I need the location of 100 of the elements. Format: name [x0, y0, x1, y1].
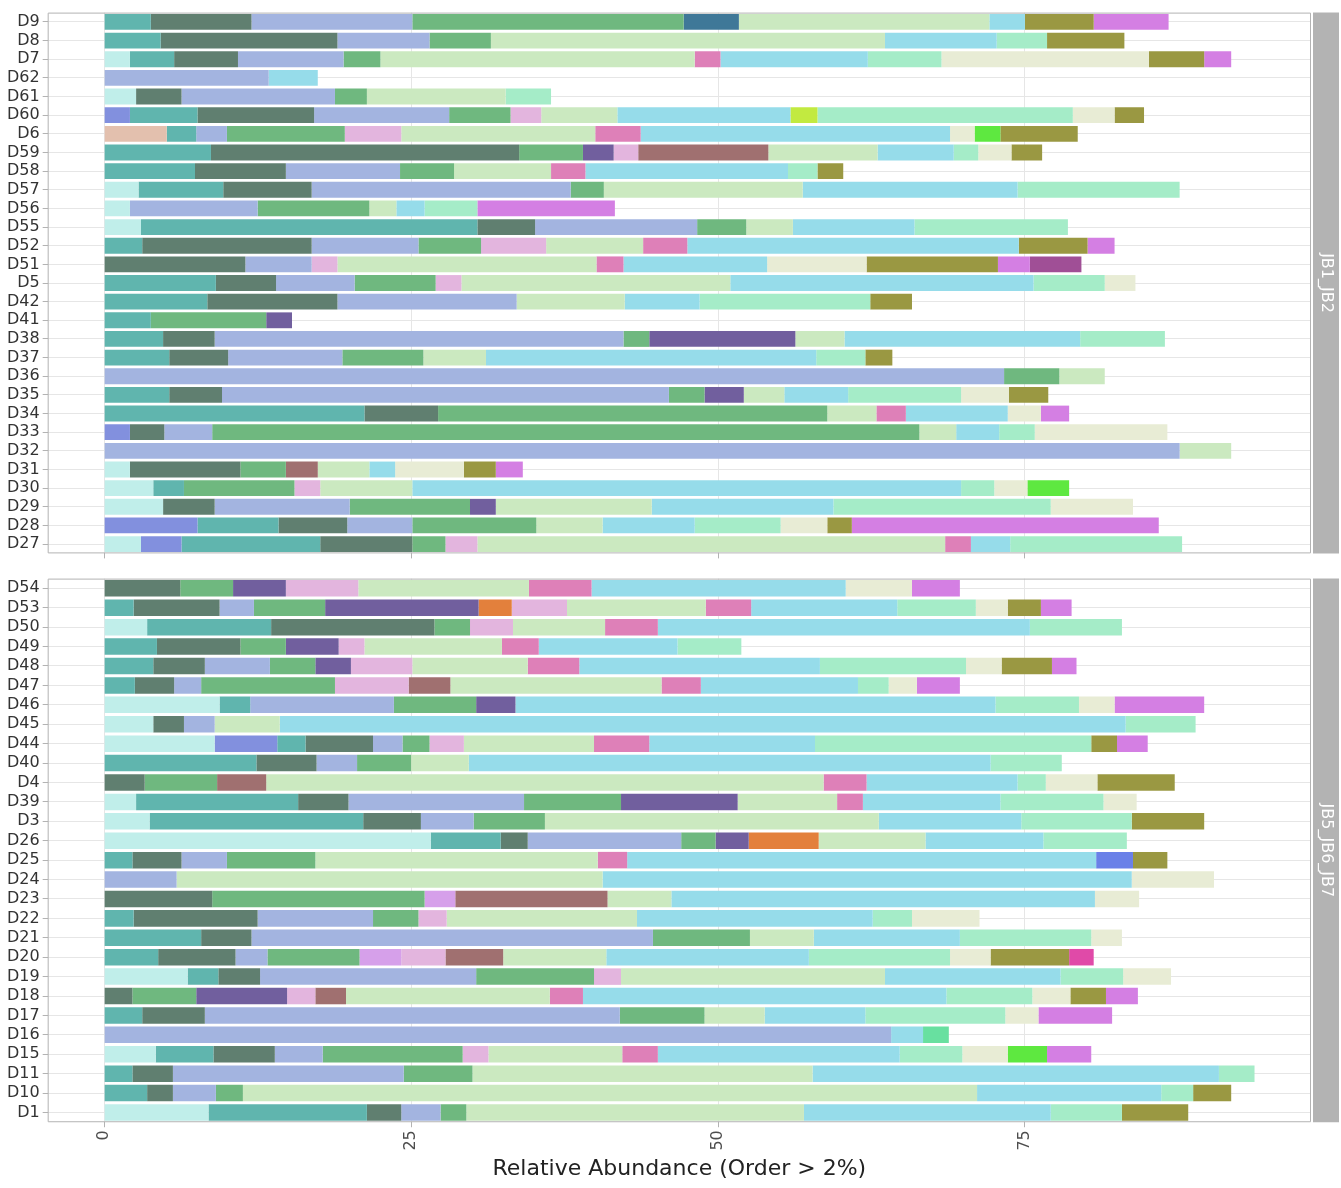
bar [603, 181, 803, 198]
bar [242, 1084, 978, 1102]
bar [104, 715, 154, 733]
bar [848, 386, 962, 403]
bar [104, 14, 151, 30]
bar [176, 871, 603, 888]
bar [1132, 851, 1168, 869]
y-tick-label: D40 [6, 752, 40, 772]
bar [155, 1046, 214, 1063]
bar [591, 580, 846, 597]
bar [704, 1007, 765, 1024]
bar [795, 331, 845, 347]
bar [595, 125, 641, 142]
y-tick-label: D35 [6, 384, 40, 404]
bar [704, 386, 744, 403]
bar [503, 948, 607, 966]
bar [812, 1065, 1219, 1082]
bar [153, 715, 184, 733]
bar [536, 517, 603, 534]
bar [970, 536, 1011, 552]
bar [163, 498, 215, 515]
bar [995, 696, 1079, 714]
bar [1047, 32, 1125, 49]
bar [219, 696, 251, 714]
bar [1125, 715, 1196, 733]
bar [104, 181, 139, 198]
bar [359, 948, 402, 966]
bar [1027, 480, 1070, 497]
bar [104, 599, 134, 616]
bar [104, 948, 159, 966]
bar [477, 219, 536, 235]
bar [140, 219, 478, 235]
bar [989, 14, 1025, 30]
bar [546, 237, 644, 254]
bar [538, 638, 678, 655]
bar [104, 536, 141, 552]
bar [730, 275, 1034, 291]
bar [132, 1065, 173, 1082]
bar [1091, 929, 1122, 947]
y-tick-label: D8 [17, 29, 40, 49]
bar [490, 32, 885, 49]
bar [1097, 774, 1175, 791]
y-tick-label: D28 [6, 514, 40, 534]
bar [1024, 14, 1094, 30]
bar [412, 517, 537, 534]
bar [1114, 696, 1205, 714]
bar [953, 144, 979, 161]
bar [780, 517, 828, 534]
bar [899, 1046, 963, 1063]
y-tick-label: D50 [6, 616, 40, 636]
bar [997, 256, 1030, 273]
bar [311, 256, 338, 273]
bar [476, 968, 595, 985]
bar [346, 987, 550, 1005]
bar [104, 657, 154, 675]
bar [585, 163, 788, 180]
bar [156, 638, 241, 655]
bar [160, 32, 338, 49]
bar [602, 517, 695, 534]
bar [743, 386, 785, 403]
bar [166, 125, 197, 142]
bar [961, 480, 995, 497]
bar [535, 219, 698, 235]
bar [450, 677, 662, 694]
bar [104, 793, 137, 811]
bar [104, 125, 167, 142]
bar [104, 424, 130, 441]
bar [1017, 181, 1180, 198]
bar [784, 386, 849, 403]
bar [315, 851, 598, 869]
bar [104, 312, 151, 329]
bar [582, 987, 947, 1005]
bar [636, 910, 873, 927]
bar [541, 107, 618, 124]
bar [104, 517, 198, 534]
bar [129, 424, 165, 441]
bar [210, 144, 520, 161]
bar [276, 275, 355, 291]
bar [605, 618, 658, 636]
y-tick-label: D32 [6, 439, 40, 459]
bar [104, 69, 269, 86]
bar [602, 871, 1132, 888]
y-tick-label: D34 [6, 402, 40, 422]
bar [172, 1084, 216, 1102]
y-tick-label: D27 [6, 533, 40, 553]
bar [347, 517, 413, 534]
bar [201, 677, 335, 694]
bar [1011, 144, 1043, 161]
bar [715, 832, 749, 849]
bar [150, 14, 252, 30]
y-tick-label: D1 [17, 1101, 40, 1121]
bar [1050, 1104, 1122, 1121]
bar [337, 293, 517, 310]
bar [694, 517, 781, 534]
bar [851, 517, 1159, 534]
y-tick-label: D31 [6, 458, 40, 478]
bar [792, 219, 915, 235]
bar [519, 144, 583, 161]
bar [485, 349, 817, 366]
bar [787, 163, 818, 180]
